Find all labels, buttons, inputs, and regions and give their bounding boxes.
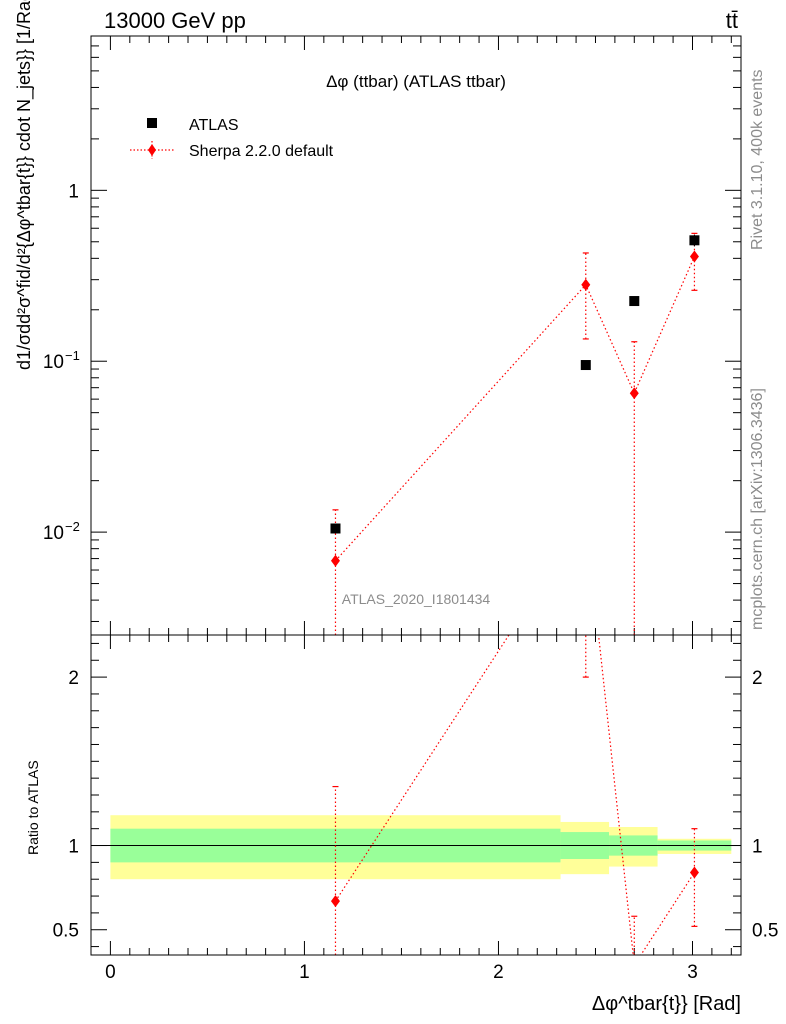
process-label: tt̄ — [726, 8, 738, 33]
ratio-sherpa-data-point — [330, 895, 340, 908]
main-y-tick-label: 10 — [43, 523, 64, 544]
ratio-sherpa-data-point — [689, 866, 699, 879]
main-y-tick-label-exponent: −1 — [65, 348, 80, 363]
ratio-y-tick-label-right: 0.5 — [752, 921, 778, 942]
ratio-sherpa-line — [334, 635, 695, 955]
atlas-data-point — [629, 296, 640, 307]
x-axis-label: Δφ^tbar{t}} [Rad] — [592, 993, 741, 1015]
legend-atlas-marker — [147, 118, 157, 128]
x-tick-label: 0 — [105, 962, 116, 983]
atlas-data-point — [689, 235, 700, 246]
rivet-version-label: Rivet 3.1.10, 400k events — [749, 69, 766, 250]
sherpa-data-point — [581, 278, 591, 291]
main-y-tick-labels: 10 −210 −11 — [43, 181, 80, 544]
mcplots-label: mcplots.cern.ch [arXiv:1306.3436] — [749, 388, 766, 630]
ratio-y-tick-label-right: 2 — [752, 668, 763, 689]
ratio-axis-ticks — [90, 635, 741, 955]
analysis-watermark: ATLAS_2020_I1801434 — [342, 591, 491, 607]
ratio-data-layer — [330, 635, 699, 955]
atlas-data-point — [580, 360, 591, 371]
main-data-layer — [330, 232, 700, 635]
ratio-y-tick-label-right: 1 — [752, 837, 763, 858]
ratio-y-axis-label: Ratio to ATLAS — [25, 760, 41, 855]
sherpa-line — [335, 256, 695, 562]
ratio-y-tick-label: 2 — [68, 668, 79, 689]
legend-sherpa-label: Sherpa 2.2.0 default — [189, 143, 334, 160]
sherpa-data-point — [330, 554, 340, 567]
main-y-tick-label: 10 — [43, 352, 64, 373]
main-panel: Δφ (ttbar) (ATLAS ttbar) ATLAS_2020_I180… — [14, 0, 742, 636]
ratio-y-tick-labels: 0.5 0.5 1 1 2 2 — [53, 668, 779, 942]
ratio-y-tick-label: 0.5 — [53, 921, 79, 942]
main-y-tick-label: 1 — [68, 181, 79, 202]
sherpa-data-point — [629, 387, 639, 400]
x-tick-label: 1 — [299, 962, 310, 983]
x-tick-label: 2 — [493, 962, 504, 983]
legend: ATLAS Sherpa 2.2.0 default — [130, 117, 334, 160]
main-y-tick-label-exponent: −2 — [65, 519, 80, 534]
ratio-uncertainty-bands — [110, 815, 732, 880]
ratio-panel: 0.5 0.5 1 1 2 2 0 1 2 3 Ratio to ATLAS Δφ^tbar{t… — [25, 634, 779, 1015]
energy-label: 13000 GeV pp — [104, 8, 246, 33]
ratio-y-tick-label: 1 — [68, 837, 79, 858]
main-y-axis-label: d1/σdd²σ^fid/d²{Δφ^tbar{t}} cdot N_jets}… — [14, 0, 35, 370]
atlas-data-point — [330, 523, 341, 534]
sherpa-data-point — [689, 250, 699, 263]
main-title: Δφ (ttbar) (ATLAS ttbar) — [326, 72, 506, 91]
legend-sherpa-marker — [148, 144, 156, 156]
ratio-frame — [90, 634, 742, 956]
x-tick-label: 3 — [687, 962, 698, 983]
x-tick-labels: 0 1 2 3 — [105, 962, 698, 983]
legend-atlas-label: ATLAS — [189, 117, 239, 134]
main-axis-ticks — [90, 35, 741, 635]
